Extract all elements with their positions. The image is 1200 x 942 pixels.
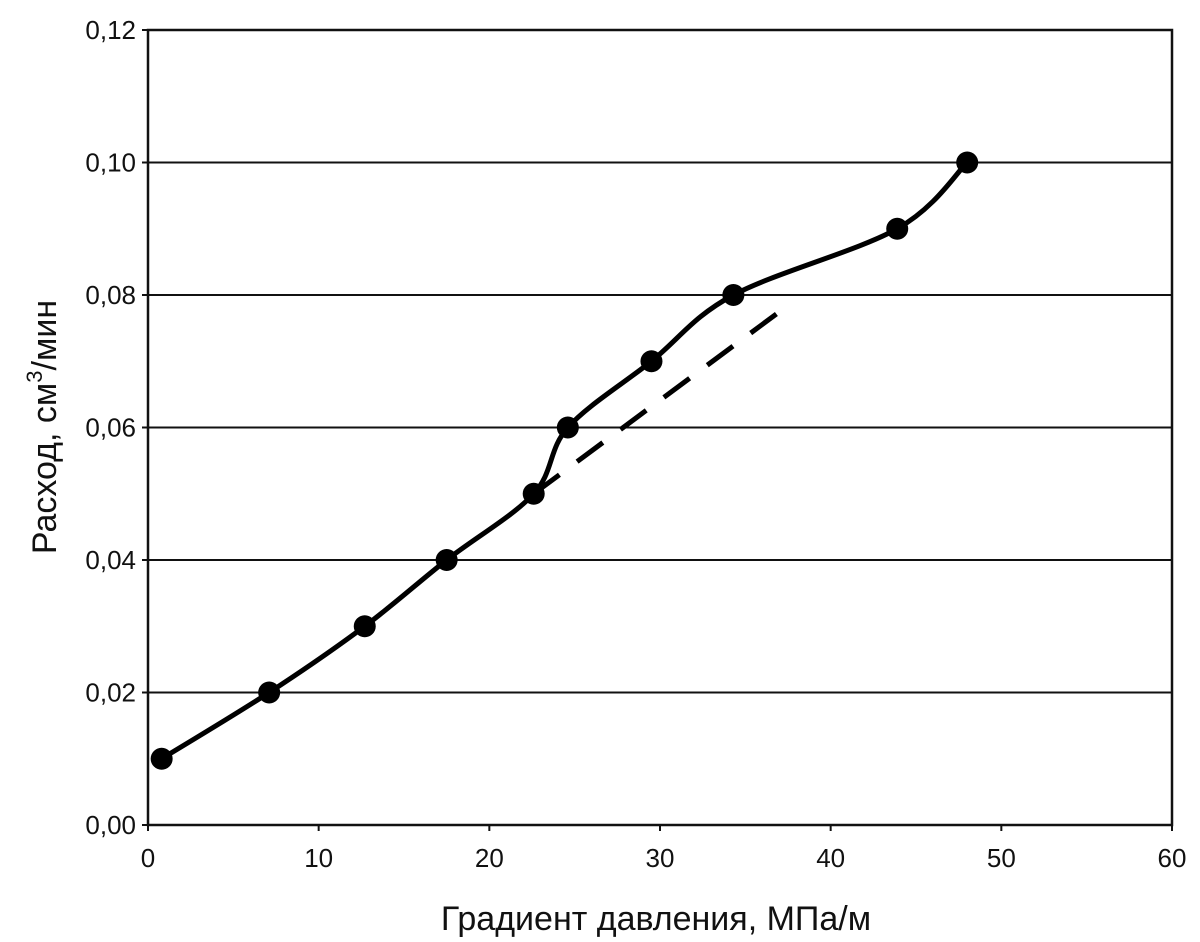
data-point — [258, 681, 281, 704]
y-axis-title-tail: /мин — [26, 300, 64, 371]
data-point — [353, 615, 376, 638]
y-tick-label: 0,10 — [85, 148, 136, 178]
y-axis-title: Расход, см3/мин — [22, 300, 64, 554]
y-axis-title-superscript: 3 — [22, 370, 47, 382]
x-tick-label: 40 — [816, 843, 845, 873]
grid-layer — [148, 161, 1172, 694]
data-point — [150, 747, 173, 770]
x-tick-label: 50 — [987, 843, 1016, 873]
y-tick-label: 0,08 — [85, 280, 136, 310]
markers-layer — [150, 151, 979, 770]
data-point — [522, 482, 545, 505]
y-tick-label: 0,00 — [85, 810, 136, 840]
series-dashed-line — [532, 299, 795, 496]
y-tick-label: 0,06 — [85, 413, 136, 443]
y-tick-label: 0,12 — [85, 15, 136, 45]
x-tick-label: 10 — [304, 843, 333, 873]
y-tick-label: 0,02 — [85, 678, 136, 708]
y-tick-label: 0,04 — [85, 545, 136, 575]
data-point — [640, 350, 663, 373]
x-axis-title: Градиент давления, МПа/м — [441, 900, 871, 938]
series-layer — [159, 160, 970, 762]
data-point — [722, 284, 745, 306]
x-tick-label: 20 — [475, 843, 504, 873]
series-solid-line — [159, 160, 970, 762]
ticks-layer — [142, 29, 1173, 831]
data-point — [556, 416, 579, 439]
x-tick-label: 60 — [1158, 843, 1187, 873]
x-tick-label: 30 — [646, 843, 675, 873]
data-point — [435, 549, 458, 571]
y-axis-title-main: Расход, см — [26, 383, 64, 554]
x-tick-label: 0 — [141, 843, 155, 873]
tick-labels-layer: 0,00 0,02 0,04 0,06 0,08 0,10 0,12 0 10 20 30 40 50 6… — [85, 15, 1186, 873]
data-point — [886, 217, 909, 240]
data-point — [956, 151, 979, 174]
